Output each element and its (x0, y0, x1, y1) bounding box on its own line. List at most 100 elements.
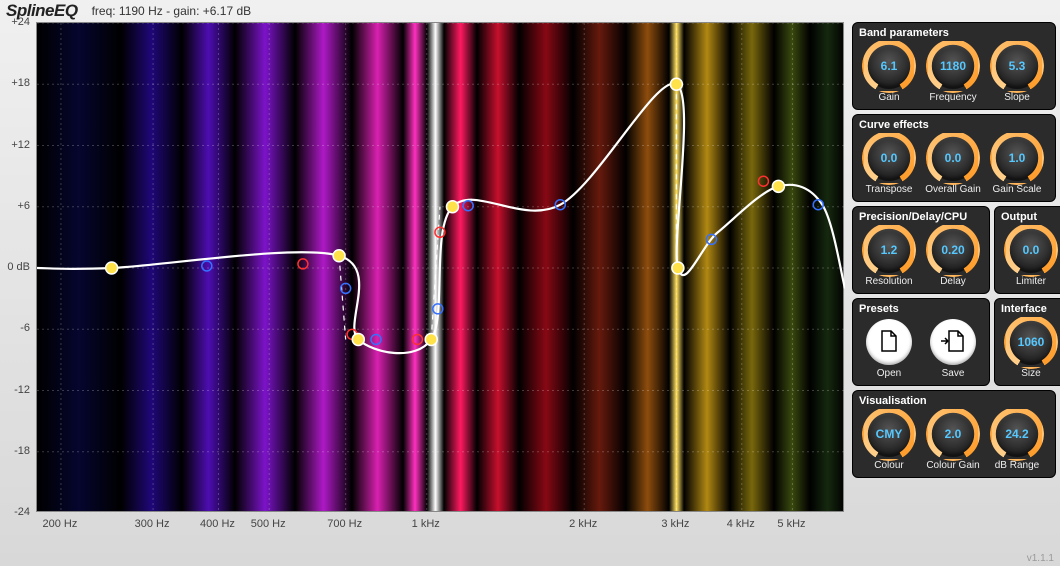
x-tick-label: 1 kHz (412, 518, 440, 530)
panel-title: Precision/Delay/CPU (859, 211, 983, 223)
knob-frequency: 1180 Frequency (923, 43, 983, 103)
knob-transpose: 0.0 Transpose (859, 135, 919, 195)
knob-db-range-label: dB Range (995, 460, 1039, 471)
y-tick-label: +24 (0, 16, 34, 28)
eq-handle[interactable] (371, 334, 381, 344)
x-axis-labels: 200 Hz300 Hz400 Hz500 Hz700 Hz1 kHz2 kHz… (36, 514, 844, 534)
preset-save: Save (923, 319, 983, 379)
knob-overall-gain-label: Overall Gain (925, 184, 981, 195)
panel-precision: Precision/Delay/CPU 1.2 Resolution 0.20 … (852, 206, 990, 294)
knob-limiter-value: 0.0 (1008, 227, 1054, 273)
knob-colour-gain-label: Colour Gain (926, 460, 979, 471)
knob-delay: 0.20 Delay (923, 227, 983, 287)
knob-colour-knob[interactable]: CMY (866, 411, 912, 457)
knob-size-knob[interactable]: 1060 (1008, 319, 1054, 365)
knob-overall-gain-knob[interactable]: 0.0 (930, 135, 976, 181)
x-tick-label: 4 kHz (727, 518, 755, 530)
knob-gain-knob[interactable]: 6.1 (866, 43, 912, 89)
eq-curve[interactable] (37, 23, 845, 513)
knob-resolution-value: 1.2 (866, 227, 912, 273)
side-panels: Band parameters 6.1 Gain 1180 Frequency … (852, 22, 1056, 482)
knob-slope-value: 5.3 (994, 43, 1040, 89)
knob-slope-knob[interactable]: 5.3 (994, 43, 1040, 89)
x-tick-label: 200 Hz (43, 518, 78, 530)
y-axis-labels: +24+18+12+60 dB-6-12-18-24 (0, 22, 34, 512)
x-tick-label: 3 kHz (661, 518, 689, 530)
knob-limiter-label: Limiter (1016, 276, 1046, 287)
knob-resolution: 1.2 Resolution (859, 227, 919, 287)
cursor-readout: freq: 1190 Hz - gain: +6.17 dB (92, 4, 252, 18)
knob-delay-knob[interactable]: 0.20 (930, 227, 976, 273)
eq-node[interactable] (352, 333, 364, 345)
knob-limiter-knob[interactable]: 0.0 (1008, 227, 1054, 273)
knob-resolution-knob[interactable]: 1.2 (866, 227, 912, 273)
knob-size-value: 1060 (1008, 319, 1054, 365)
x-tick-label: 300 Hz (135, 518, 170, 530)
eq-node[interactable] (446, 201, 458, 213)
knob-slope-label: Slope (1004, 92, 1030, 103)
eq-node[interactable] (106, 262, 118, 274)
knob-frequency-value: 1180 (930, 43, 976, 89)
open-icon (878, 329, 900, 356)
knob-delay-label: Delay (940, 276, 966, 287)
preset-label: Save (942, 368, 965, 379)
eq-handle[interactable] (202, 261, 212, 271)
knob-frequency-knob[interactable]: 1180 (930, 43, 976, 89)
preset-label: Open (877, 368, 901, 379)
knob-gain-label: Gain (878, 92, 899, 103)
eq-handle[interactable] (412, 334, 422, 344)
preset-open: Open (859, 319, 919, 379)
y-tick-label: +18 (0, 77, 34, 89)
eq-node[interactable] (772, 180, 784, 192)
panel-curve-effects: Curve effects 0.0 Transpose 0.0 Overall … (852, 114, 1056, 202)
knob-transpose-label: Transpose (866, 184, 913, 195)
knob-slope: 5.3 Slope (987, 43, 1047, 103)
panel-title: Interface (1001, 303, 1060, 315)
x-tick-label: 400 Hz (200, 518, 235, 530)
eq-node[interactable] (670, 78, 682, 90)
knob-frequency-label: Frequency (929, 92, 976, 103)
open-button[interactable] (866, 319, 912, 365)
panel-visualisation: Visualisation CMY Colour 2.0 Colour Gain… (852, 390, 1056, 478)
save-icon (940, 329, 966, 356)
knob-colour-gain-value: 2.0 (930, 411, 976, 457)
knob-colour-label: Colour (874, 460, 903, 471)
knob-overall-gain-value: 0.0 (930, 135, 976, 181)
panel-title: Band parameters (859, 27, 1049, 39)
panel-title: Curve effects (859, 119, 1049, 131)
eq-handle[interactable] (758, 176, 768, 186)
panel-title: Visualisation (859, 395, 1049, 407)
knob-colour-value: CMY (866, 411, 912, 457)
knob-colour: CMY Colour (859, 411, 919, 471)
knob-db-range: 24.2 dB Range (987, 411, 1047, 471)
version-label: v1.1.1 (1027, 553, 1054, 564)
panel-title: Presets (859, 303, 983, 315)
eq-node[interactable] (672, 262, 684, 274)
knob-overall-gain: 0.0 Overall Gain (923, 135, 983, 195)
eq-handle[interactable] (463, 201, 473, 211)
eq-node[interactable] (425, 333, 437, 345)
save-button[interactable] (930, 319, 976, 365)
knob-gain-scale-value: 1.0 (994, 135, 1040, 181)
y-tick-label: 0 dB (0, 261, 34, 273)
eq-graph[interactable] (36, 22, 844, 512)
panel-title: Output (1001, 211, 1060, 223)
knob-gain: 6.1 Gain (859, 43, 919, 103)
eq-handle[interactable] (298, 259, 308, 269)
panel-band-parameters: Band parameters 6.1 Gain 1180 Frequency … (852, 22, 1056, 110)
knob-colour-gain: 2.0 Colour Gain (923, 411, 983, 471)
knob-gain-scale: 1.0 Gain Scale (987, 135, 1047, 195)
y-tick-label: -6 (0, 322, 34, 334)
knob-transpose-knob[interactable]: 0.0 (866, 135, 912, 181)
x-tick-label: 700 Hz (327, 518, 362, 530)
knob-colour-gain-knob[interactable]: 2.0 (930, 411, 976, 457)
panel-interface: Interface 1060 Size (994, 298, 1060, 386)
knob-resolution-label: Resolution (865, 276, 912, 287)
knob-gain-scale-knob[interactable]: 1.0 (994, 135, 1040, 181)
eq-node[interactable] (333, 250, 345, 262)
knob-size-label: Size (1021, 368, 1040, 379)
knob-db-range-knob[interactable]: 24.2 (994, 411, 1040, 457)
x-tick-label: 5 kHz (777, 518, 805, 530)
x-tick-label: 2 kHz (569, 518, 597, 530)
knob-size: 1060 Size (1001, 319, 1060, 379)
